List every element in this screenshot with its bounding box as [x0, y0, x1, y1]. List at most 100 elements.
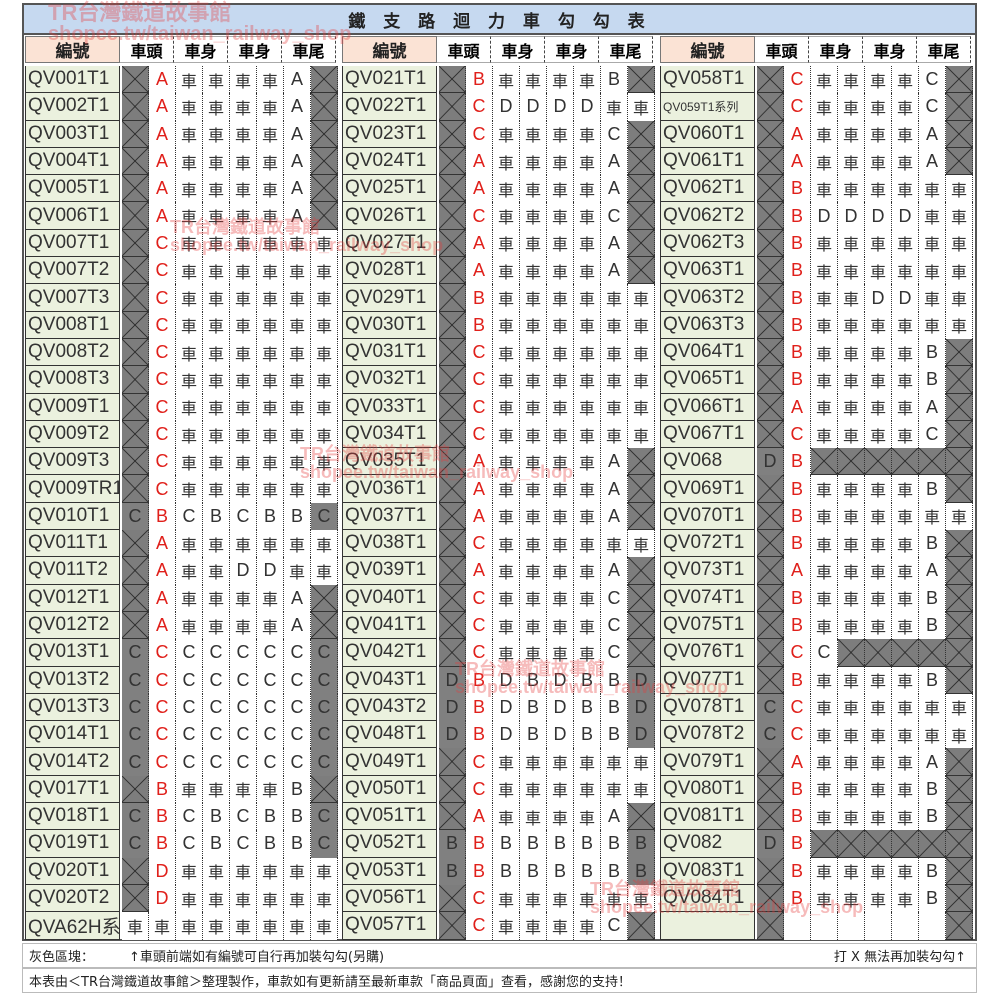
hook-cell: 車 [547, 420, 574, 449]
hook-cell: 車 [919, 202, 946, 230]
hook-cell: 車 [493, 530, 520, 558]
hook-cell: 車 [547, 66, 574, 94]
hook-cell: 車 [493, 611, 520, 640]
gray-block-note: ↑車頭前端如有編號可自行再加裝勾勾(另購) [129, 950, 385, 965]
table-row: QV018T1 C B C B C B B C [25, 803, 338, 831]
table-row: QV042T1 C 車車車車 C [342, 639, 655, 667]
model-id: QV020T2 [25, 884, 120, 913]
hook-cell: 車 [176, 584, 203, 612]
hook-cell: 車 [865, 311, 892, 339]
hook-cell: D [547, 93, 574, 121]
hook-cell: 車 [574, 775, 601, 804]
hook-cell: 車 [892, 93, 919, 121]
head-hook-cell: B [784, 202, 811, 230]
hook-cell: 車 [865, 530, 892, 558]
hook-cell: D [574, 93, 601, 121]
hook-cell: 車 [311, 420, 338, 449]
header-id: 編號 [342, 36, 437, 63]
cross-mark-cell [439, 147, 466, 176]
table-row: QV078T2 C C 車車車車車車 [660, 721, 976, 749]
hook-cell: B [574, 666, 601, 694]
hook-cell: 車 [601, 420, 628, 449]
hook-cell: B [919, 666, 946, 694]
head-hook-cell: C [466, 366, 493, 394]
table-row: QV063T2 B 車車 D D 車車 [660, 284, 976, 312]
hook-cell: B [520, 693, 547, 722]
hook-cell: 車 [520, 311, 547, 339]
hook-cell: 車 [838, 693, 865, 722]
hook-cell: 車 [628, 311, 655, 339]
head-hook-cell: B [784, 502, 811, 531]
hook-cell: 車 [628, 884, 655, 913]
model-id: QV026T1 [342, 202, 437, 230]
hook-cell: A [601, 448, 628, 476]
hook-cell: 車 [865, 721, 892, 749]
table-row: QV052T1 B B B B B B B B [342, 830, 655, 858]
cross-mark-cell [946, 66, 973, 94]
cross-mark-cell [757, 147, 784, 176]
hook-cell: 車 [176, 338, 203, 367]
cross-mark-cell [439, 502, 466, 531]
hook-cell: 車 [203, 338, 230, 367]
cross-mark-cell [122, 611, 149, 640]
hook-cell: 車 [520, 748, 547, 776]
model-id: QV064T1 [660, 338, 755, 367]
hook-cell: 車 [230, 147, 257, 176]
hook-cell: 車 [628, 393, 655, 421]
hook-cell: 車 [176, 420, 203, 449]
model-id: QV065T1 [660, 366, 755, 394]
model-id: QV077T1 [660, 666, 755, 694]
x-note: 打 X 無法再加裝勾勾↑ [833, 950, 966, 965]
hook-cell: B [284, 830, 311, 858]
hook-cell: C [257, 666, 284, 694]
hook-cell: B [919, 584, 946, 612]
hook-cell: 車 [838, 120, 865, 148]
head-hook-cell: C [466, 584, 493, 612]
table-row: QV009TR1 C 車車車車車車 [25, 475, 338, 503]
hook-cell: 車 [865, 748, 892, 776]
hook-cell: 車 [838, 502, 865, 531]
cross-mark-cell [757, 284, 784, 312]
hook-cell: 車 [230, 338, 257, 367]
table-row: QV035T1 A 車車車車 A [342, 448, 655, 476]
model-id: QV012T2 [25, 611, 120, 640]
hook-cell: 車 [257, 775, 284, 804]
hook-cell: 車 [520, 147, 547, 176]
head-hook-cell: B [784, 366, 811, 394]
hook-cell: 車 [203, 257, 230, 285]
model-id: QV070T1 [660, 502, 755, 531]
table-row: QV010T1 C B C B C B B C [25, 502, 338, 531]
model-id: QV007T3 [25, 284, 120, 312]
hook-cell: 車 [257, 66, 284, 94]
cross-mark-cell [439, 557, 466, 585]
table-row: QV013T2 C C C C C C C C [25, 666, 338, 694]
model-id: QV084T1 [660, 884, 755, 913]
table-row: QV023T1 C 車車車車 C [342, 120, 655, 148]
hook-cell: 車 [176, 284, 203, 312]
cross-mark-cell [439, 748, 466, 776]
hook-cell: 車 [493, 748, 520, 776]
header-col: 車頭 [120, 36, 174, 63]
hook-cell: 車 [574, 202, 601, 230]
hook-cell: 車 [547, 284, 574, 312]
hook-cell: 車 [547, 803, 574, 831]
cross-mark-cell [439, 284, 466, 312]
hook-cell: 車 [838, 147, 865, 176]
model-id: QV052T1 [342, 830, 437, 858]
table-row: QV037T1 A 車車車車 A [342, 502, 655, 531]
hook-cell: 車 [811, 311, 838, 339]
hook-cell: 車 [865, 557, 892, 585]
head-hook-cell: A [149, 93, 176, 121]
cross-mark-cell [757, 366, 784, 394]
hook-cell: C [122, 666, 149, 694]
cross-mark-cell [838, 830, 865, 858]
cross-mark-cell [628, 639, 655, 667]
head-hook-cell: C [149, 284, 176, 312]
table-row: QV049T1 C 車車車車車車 [342, 748, 655, 776]
head-hook-cell [784, 912, 811, 940]
hook-cell: C [230, 639, 257, 667]
hook-cell: 車 [257, 284, 284, 312]
model-id: QV004T1 [25, 147, 120, 176]
cross-mark-cell [757, 502, 784, 531]
hook-cell: C [203, 666, 230, 694]
